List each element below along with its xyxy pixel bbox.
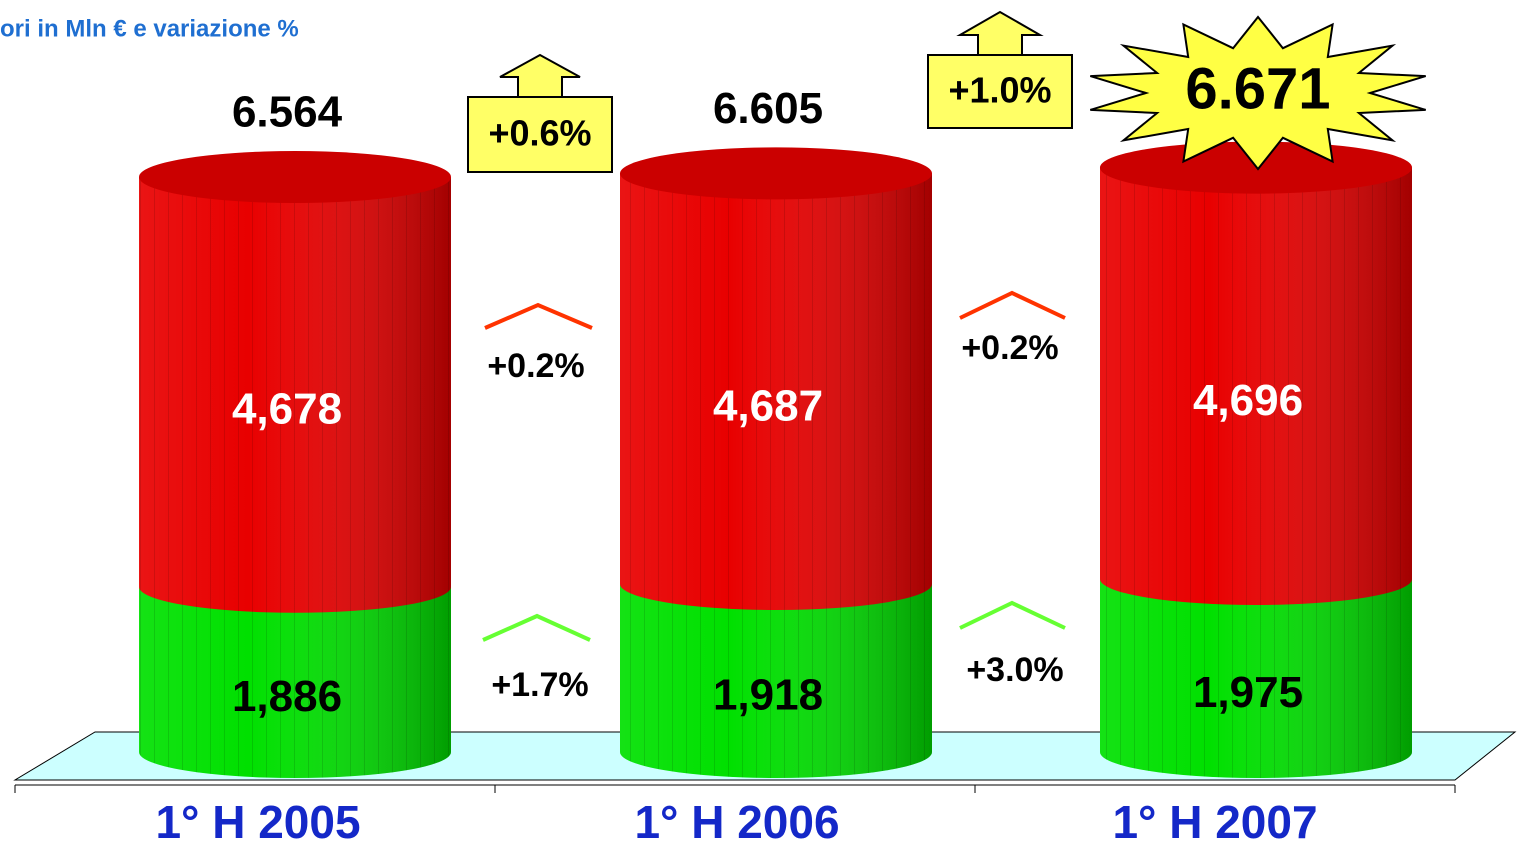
total-label: 6.564 <box>232 88 343 137</box>
bar-top <box>139 150 451 203</box>
caret-red-2 <box>959 290 1066 320</box>
x-tick-label: 1° H 2007 <box>1112 796 1317 848</box>
chart-title: ori in Mln € e variazione % <box>0 15 299 42</box>
total-label: 6.605 <box>713 84 823 133</box>
growth-label: +0.2% <box>961 329 1058 367</box>
bar-stripes <box>620 173 932 610</box>
caret-green-2 <box>959 600 1066 630</box>
total-growth: +0.6% <box>488 113 591 154</box>
caret-red-1 <box>484 302 593 330</box>
bar-stripes <box>139 586 451 778</box>
growth-box <box>927 54 1073 129</box>
x-tick-label: 1° H 2006 <box>634 796 839 848</box>
star-burst <box>1090 15 1426 171</box>
growth-box <box>467 96 613 173</box>
growth-label: +0.2% <box>487 347 584 385</box>
total-growth: +1.0% <box>948 70 1051 111</box>
bar-stripes <box>1100 167 1412 605</box>
bar-top-shade <box>620 147 932 200</box>
caret-green-1 <box>482 613 591 642</box>
total-label: 6.671 <box>1185 56 1330 121</box>
x-ticks <box>14 785 1456 793</box>
x-tick-label: 1° H 2005 <box>155 796 360 848</box>
bar-top <box>620 147 932 200</box>
value-label: 4,678 <box>232 385 342 434</box>
bar-stripes <box>139 176 451 613</box>
growth-label: +3.0% <box>966 651 1063 689</box>
value-label: 4,687 <box>713 381 823 430</box>
bar-top-shade <box>139 150 451 203</box>
value-label: 4,696 <box>1193 376 1303 425</box>
bars <box>139 141 1412 778</box>
value-label: 1,886 <box>232 672 342 721</box>
growth-label: +1.7% <box>491 666 588 704</box>
bar-stripes <box>1100 578 1412 778</box>
up-arrow <box>956 10 1044 56</box>
up-arrow <box>499 53 581 98</box>
bar-stripes <box>620 583 932 778</box>
labels: 1° H 2005 1,886 4,678 6.564 1° H 2006 1,918 4,… <box>155 56 1330 848</box>
value-label: 1,975 <box>1193 668 1303 717</box>
value-label: 1,918 <box>713 671 823 720</box>
